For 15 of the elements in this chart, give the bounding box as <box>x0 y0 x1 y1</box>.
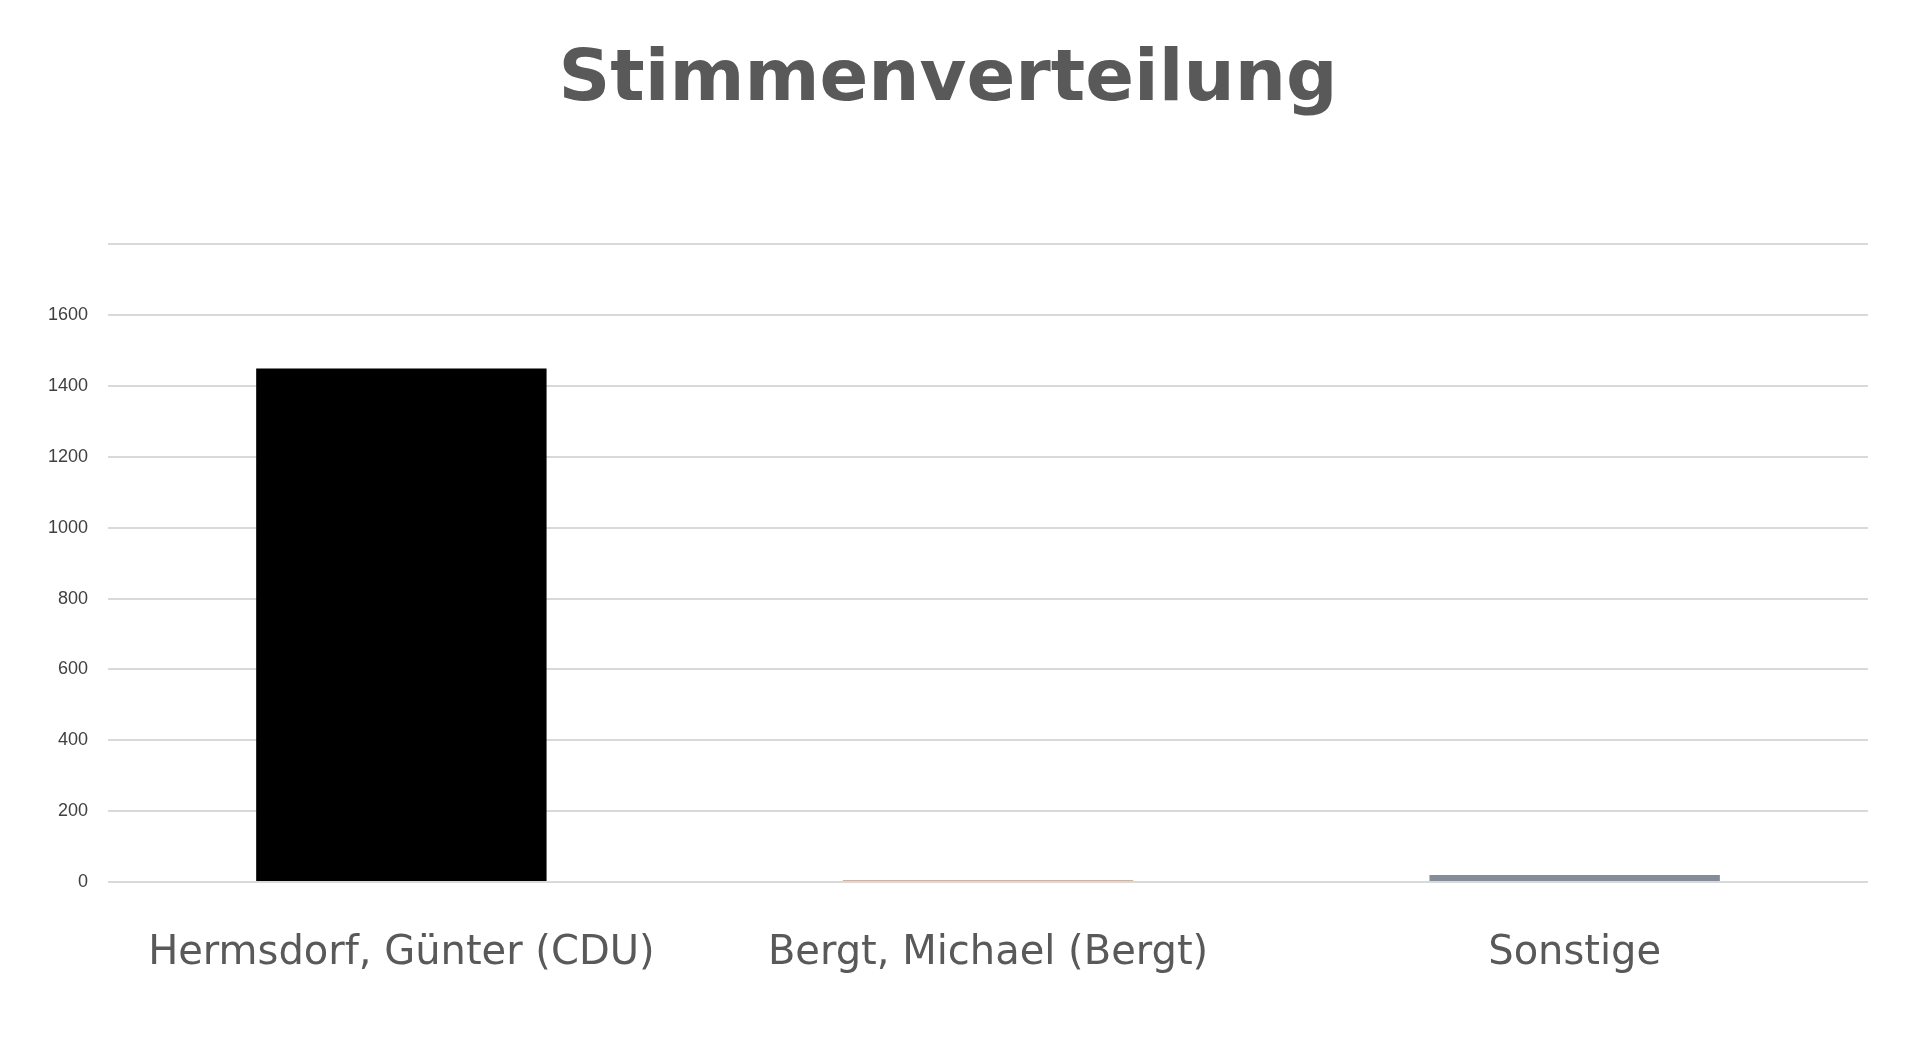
y-tick-label: 0 <box>78 870 89 891</box>
y-tick-label: 200 <box>58 800 89 821</box>
y-tick-label: 600 <box>58 658 89 679</box>
y-tick-label: 1200 <box>48 445 89 466</box>
x-tick-label: Bergt, Michael (Bergt) <box>767 927 1209 974</box>
bar <box>256 368 547 881</box>
y-tick-label: 400 <box>58 729 89 750</box>
y-tick-label: 1000 <box>48 516 89 537</box>
y-tick-label: 800 <box>58 587 89 608</box>
x-tick-label: Hermsdorf, Günter (CDU) <box>148 927 655 974</box>
chart-title: Stimmenverteilung <box>558 32 1338 117</box>
y-tick-label: 1600 <box>48 304 89 325</box>
x-tick-label: Sonstige <box>1488 927 1662 974</box>
bar <box>1429 874 1720 881</box>
y-tick-label: 1400 <box>48 375 89 396</box>
